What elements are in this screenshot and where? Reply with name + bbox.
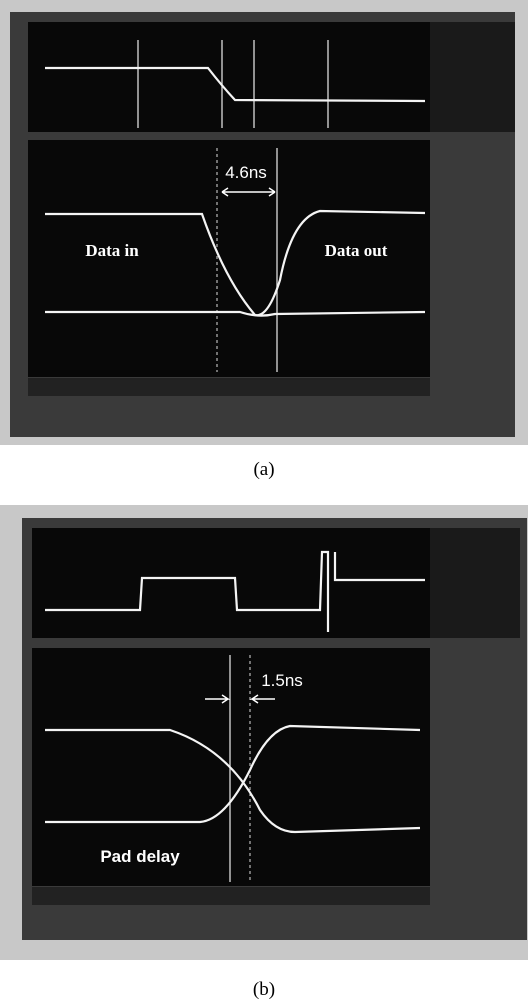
scope-photo-b: 1.5ns Pad delay	[0, 505, 528, 960]
status-bar	[28, 378, 430, 396]
screen-top	[32, 528, 430, 638]
signal-label: Pad delay	[100, 847, 180, 866]
waveform-signal	[45, 209, 426, 317]
caption: (b)	[253, 979, 275, 1000]
measure-label: 1.5ns	[261, 671, 303, 690]
measure-arrow	[221, 187, 276, 197]
screen-main	[28, 140, 430, 377]
signal-label: Data in	[85, 241, 139, 260]
signal-label: Data out	[325, 241, 388, 260]
waveform-top	[45, 550, 425, 632]
waveform-top	[45, 66, 426, 103]
readout-panel	[430, 22, 515, 132]
measure-label: 4.6ns	[225, 163, 267, 182]
status-bar	[32, 887, 430, 905]
waveform-signal	[45, 724, 421, 824]
waveform-baseline	[45, 310, 426, 317]
caption: (a)	[253, 459, 274, 480]
measure-arrow	[205, 694, 275, 704]
screen-top	[28, 22, 430, 132]
scope-photo-a: 4.6ns Data in Data out	[0, 0, 528, 445]
waveform-signal	[45, 728, 421, 834]
readout-panel	[430, 528, 520, 638]
